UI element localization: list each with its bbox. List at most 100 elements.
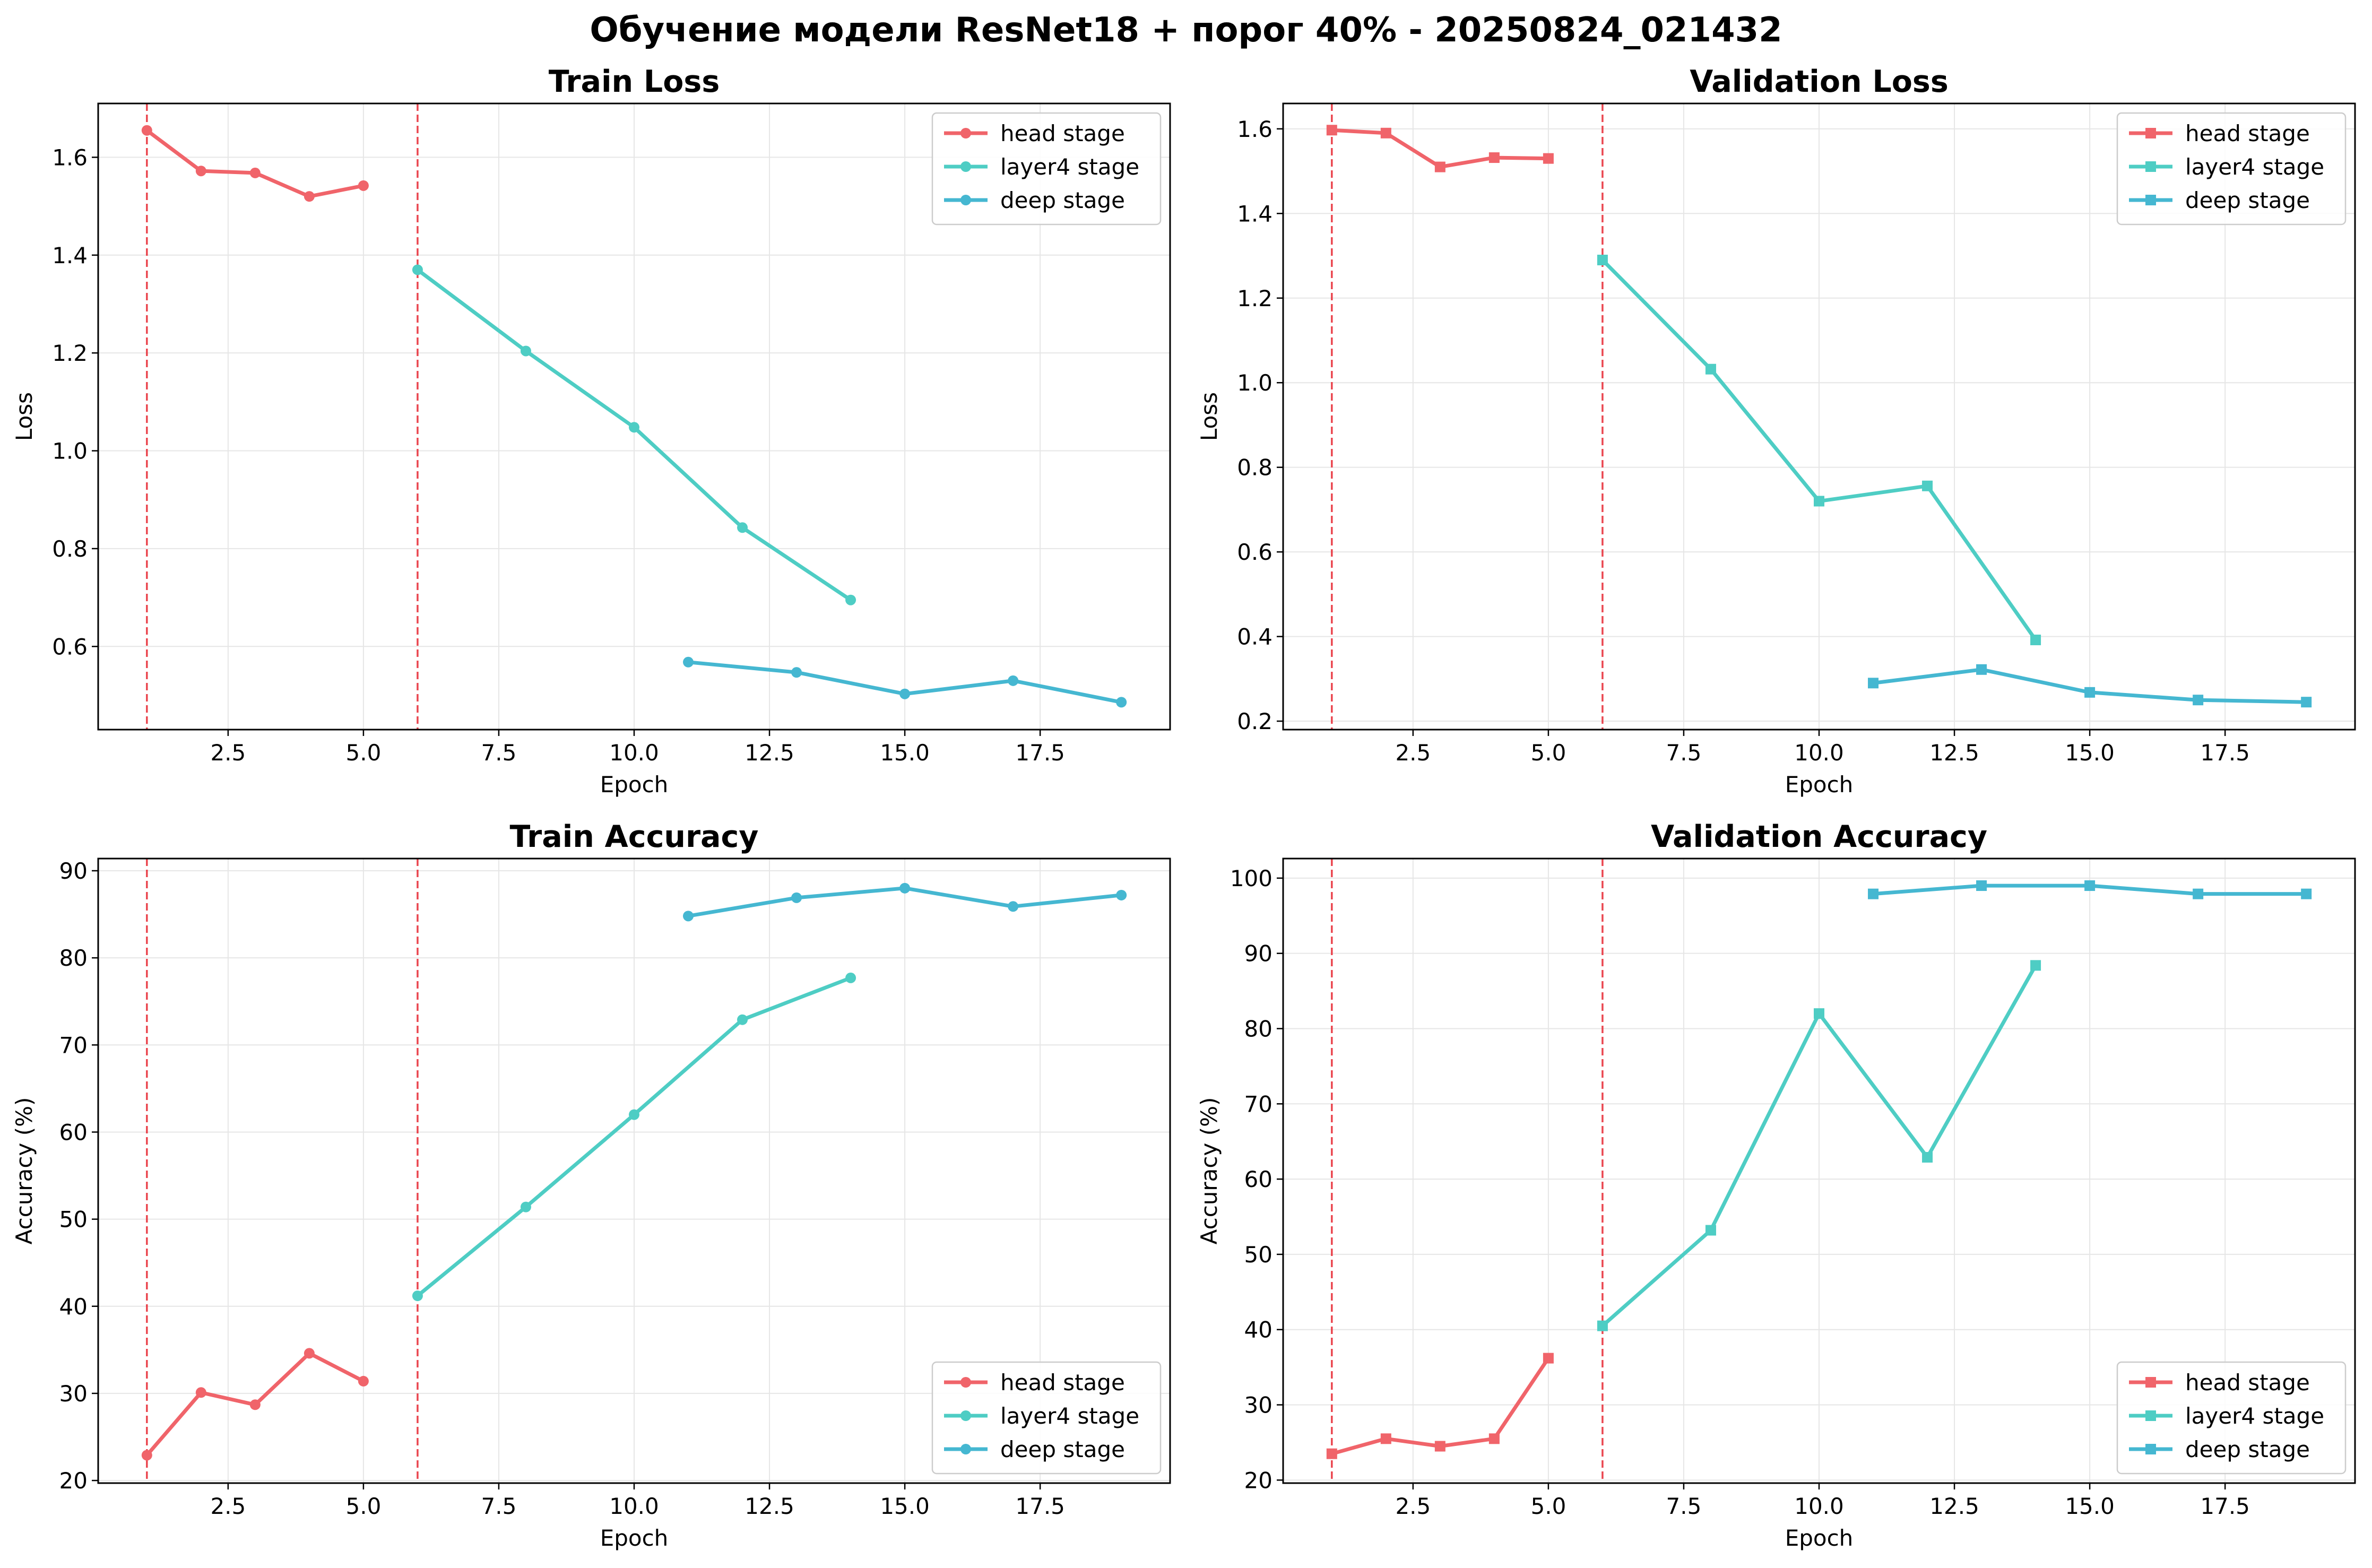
y-tick-label: 0.8 [1237,455,1272,481]
x-tick-label: 17.5 [2200,1493,2250,1519]
x-tick-label: 10.0 [609,740,659,766]
x-tick-label: 2.5 [210,740,246,766]
panel-3: 2.5 5.0 7.5 10.0 12.5 15.0 17.5 20 30 40 50 60 70 80 9… [1196,819,2356,1551]
x-tick-label: 12.5 [745,740,794,766]
legend-frame [2116,112,2347,226]
legend-swatch-marker [2145,195,2156,205]
x-tick-label: 7.5 [481,1493,517,1519]
legend-frame [2116,1361,2347,1475]
legend-label: head stage [1000,1370,1125,1396]
legend: head stage layer4 stage deep stage [931,1361,1162,1475]
data-point [249,167,261,178]
data-point [1814,1008,1824,1019]
data-point [1326,125,1337,136]
legend-frame [931,112,1162,226]
data-point [899,882,911,894]
series-line-head [145,128,366,198]
data-point [195,1387,206,1398]
legend-label: layer4 stage [1000,1403,1139,1429]
x-tick-label: 7.5 [1666,740,1702,766]
x-tick-label: 10.0 [1794,1493,1844,1519]
y-tick-label: 1.6 [52,144,88,170]
y-tick-label: 20 [1244,1467,1272,1493]
panel-1: 2.5 5.0 7.5 10.0 12.5 15.0 17.5 0.2 0.4 0.6 0.8 1.0… [1196,64,2356,798]
y-tick-label: 0.6 [1237,539,1272,565]
data-point [1380,1433,1391,1444]
y-tick-label: 1.2 [1237,285,1272,311]
y-tick-label: 50 [1244,1242,1272,1268]
figure-title: Обучение модели ResNet18 + порог 40% - 2… [590,11,1782,50]
legend-label: deep stage [2185,1436,2310,1462]
data-point [683,656,694,668]
panel-title: Train Loss [549,64,720,99]
legend: head stage layer4 stage deep stage [2116,1361,2347,1475]
y-tick-label: 0.4 [1237,624,1272,650]
legend-swatch-marker [960,195,971,205]
data-point [520,345,531,357]
data-point [791,667,802,678]
data-point [141,1450,152,1461]
data-point [1597,255,1608,265]
data-point [141,125,152,136]
x-tick-label: 17.5 [1015,740,1065,766]
y-tick-label: 1.0 [1237,370,1272,396]
x-axis-label: Epoch [1785,1525,1854,1551]
y-tick-label: 40 [59,1294,88,1320]
x-axis-label: Epoch [600,1525,669,1551]
data-point [1008,675,1019,686]
x-tick-label: 5.0 [1531,1493,1566,1519]
y-tick-label: 80 [1244,1016,1272,1042]
y-tick-label: 40 [1244,1317,1272,1343]
data-point [195,166,206,177]
legend-label: head stage [2185,1370,2310,1396]
panel-title: Validation Loss [1690,64,1949,99]
y-tick-label: 80 [59,945,88,971]
legend-swatch-marker [2145,161,2156,172]
data-point [304,1348,315,1359]
legend-frame [931,1361,1162,1475]
y-tick-label: 30 [1244,1392,1272,1418]
data-point [629,422,639,433]
data-point [2193,888,2204,899]
data-point [1868,678,1879,689]
y-tick-label: 60 [1244,1166,1272,1192]
panel-title: Train Accuracy [510,819,759,854]
x-tick-label: 12.5 [1929,1493,1979,1519]
y-tick-label: 90 [59,858,88,884]
data-point [629,1109,639,1120]
data-point [1543,1353,1554,1364]
x-tick-label: 12.5 [1929,740,1979,766]
data-point [1976,664,1987,675]
data-point [412,264,423,275]
y-tick-label: 70 [1244,1091,1272,1117]
data-point [2084,880,2096,891]
data-point [1922,480,1933,491]
y-tick-label: 100 [1230,865,1272,891]
data-point [737,522,748,533]
legend-swatch-marker [960,1444,971,1454]
y-axis-label: Loss [1196,392,1222,441]
legend-swatch-marker [960,1377,971,1388]
data-point [1116,889,1127,900]
data-point [1326,1448,1337,1459]
data-point [1008,901,1019,912]
legend-swatch-marker [960,161,971,172]
data-point [304,191,315,202]
y-tick-label: 70 [59,1032,88,1058]
y-tick-label: 1.6 [1237,116,1272,142]
x-tick-label: 5.0 [346,1493,382,1519]
data-point [358,180,369,191]
y-tick-label: 30 [59,1381,88,1407]
legend-label: layer4 stage [2185,154,2324,180]
legend: head stage layer4 stage deep stage [2116,112,2347,226]
data-point [1814,496,1824,507]
data-point [2030,634,2041,645]
y-tick-label: 1.4 [52,242,88,268]
data-point [845,594,856,605]
data-point [520,1201,531,1212]
x-tick-label: 12.5 [745,1493,794,1519]
data-point [1488,152,1500,163]
y-tick-label: 90 [1244,941,1272,967]
data-point [1868,888,1879,899]
